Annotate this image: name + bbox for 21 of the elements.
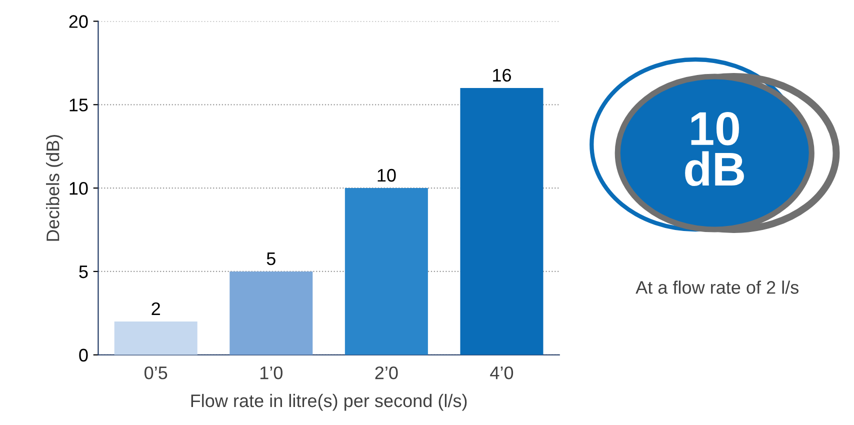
data-label: 2 — [152, 302, 160, 315]
text: At a flow rate of 2 l/s — [636, 280, 798, 294]
y-tick-label: 15 — [70, 98, 88, 112]
x-tick-label: 2’0 — [375, 366, 398, 380]
y-tick-label: 10 — [70, 182, 88, 195]
x-axis-title: Flow rate in litre(s) per second (l/s) — [191, 394, 467, 411]
x-tick-label: 4’0 — [490, 366, 514, 380]
text: 10 dB — [685, 112, 744, 186]
y-tick-label: 0 — [79, 348, 88, 362]
y-tick-label: 5 — [79, 266, 88, 278]
bar — [114, 322, 198, 355]
data-label: 10 — [378, 168, 396, 182]
x-tick-label: 1’0 — [260, 366, 282, 380]
bar — [460, 88, 544, 355]
y-axis-title: Decibels (dB) — [46, 134, 63, 241]
data-label: 5 — [266, 252, 276, 266]
y-tick-label: 20 — [69, 15, 88, 28]
data-label: 16 — [493, 68, 511, 82]
bar — [344, 188, 428, 355]
x-tick-label: 0’5 — [144, 366, 168, 380]
bar — [230, 271, 313, 355]
